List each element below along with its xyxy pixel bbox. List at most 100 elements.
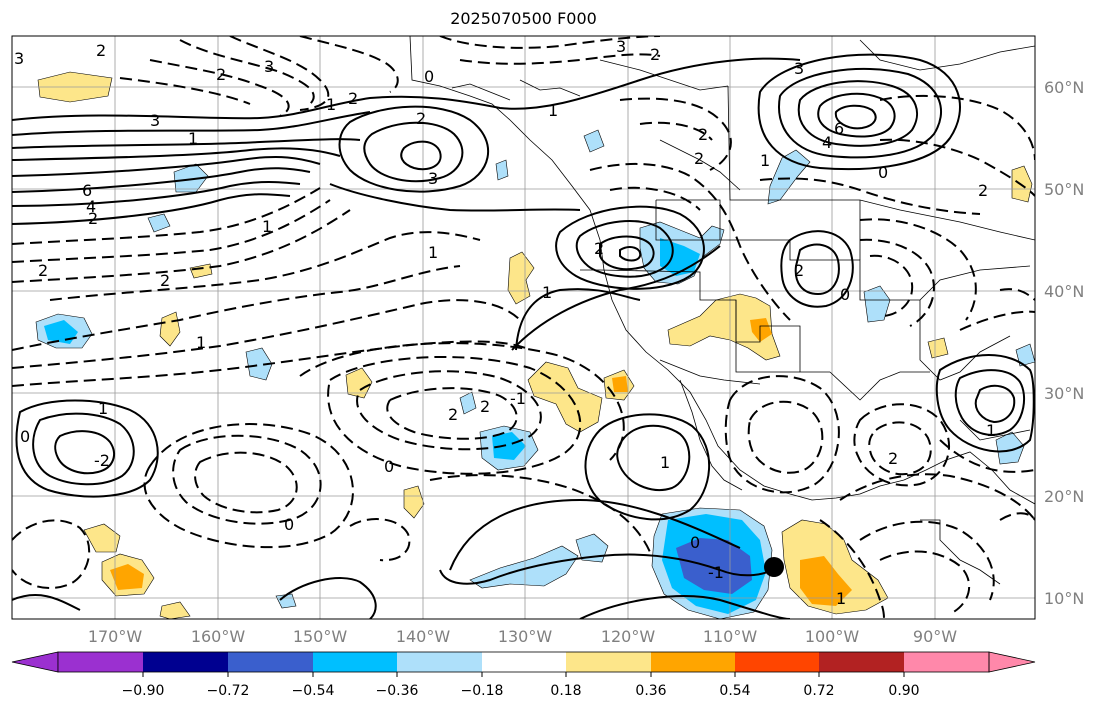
colorbar-bin <box>482 652 566 672</box>
colorbar-bin <box>651 652 735 672</box>
colorbar-bin <box>904 652 989 672</box>
colorbar-tick-label: 0.36 <box>635 683 667 699</box>
longitude-label: 170°W <box>87 627 143 646</box>
contour-label: 1 <box>262 217 272 236</box>
colorbar-frame <box>57 651 990 673</box>
contour-label: -1 <box>510 389 526 408</box>
colorbar-extend-low <box>11 651 59 673</box>
latitude-label: 40°N <box>1044 282 1085 301</box>
contour-label: 3 <box>794 59 804 78</box>
latitude-label: 50°N <box>1044 180 1085 199</box>
storm-center-marker <box>764 557 784 577</box>
contour-label: 1 <box>542 283 552 302</box>
contour-label: 1 <box>326 95 336 114</box>
latitude-label: 20°N <box>1044 487 1085 506</box>
colorbar-tick-label: −0.90 <box>121 683 165 699</box>
positive-shading-strong <box>110 318 852 606</box>
contour-label: 1 <box>760 151 770 170</box>
colorbar-bin <box>819 652 904 672</box>
contour-label: 1 <box>986 421 996 440</box>
contour-label: 2 <box>794 261 804 280</box>
contours-negative <box>12 36 1035 619</box>
colorbar-bin <box>228 652 313 672</box>
shading-layer <box>35 71 1035 619</box>
latitude-label: 30°N <box>1044 384 1085 403</box>
contour-label: 2 <box>160 271 170 290</box>
contour-label: 0 <box>424 67 434 86</box>
contour-label: 0 <box>20 427 30 446</box>
longitude-label: 110°W <box>702 627 758 646</box>
contour-label: 2 <box>348 89 358 108</box>
contour-label: 3 <box>150 111 160 130</box>
colorbar-bin <box>313 652 397 672</box>
colorbar-bin <box>143 652 228 672</box>
contour-label: -2 <box>94 451 110 470</box>
contour-label: 2 <box>978 181 988 200</box>
contour-label: 2 <box>216 65 226 84</box>
contour-label: 2 <box>38 261 48 280</box>
contour-label: 3 <box>14 49 24 68</box>
contour-label: 6 <box>82 181 92 200</box>
colorbar-tick-label: −0.54 <box>291 683 335 699</box>
contour-label: 1 <box>660 453 670 472</box>
latitude-label: 60°N <box>1044 78 1085 97</box>
contour-label: 1 <box>836 589 846 608</box>
colorbar-tick-label: 0.90 <box>888 683 920 699</box>
colorbar-tick-label: 0.54 <box>719 683 751 699</box>
longitude-label: 150°W <box>292 627 348 646</box>
contour-label: 2 <box>416 109 426 128</box>
contour-label: 1 <box>548 101 558 120</box>
contour-label: 2 <box>448 405 458 424</box>
contour-label: 1 <box>188 129 198 148</box>
plot-frame <box>11 35 1036 620</box>
colorbar-tick-label: −0.36 <box>375 683 419 699</box>
contour-label: 0 <box>878 163 888 182</box>
coastlines <box>409 36 1035 585</box>
contour-label: -1 <box>708 563 724 582</box>
colorbar-tick-label: 0.18 <box>550 683 582 699</box>
longitude-label: 90°W <box>912 627 958 646</box>
colorbar-bin <box>58 652 143 672</box>
colorbar-tick-label: 0.72 <box>803 683 835 699</box>
contour-label: 2 <box>694 149 704 168</box>
colorbar-tick-label: −0.18 <box>460 683 504 699</box>
contour-label: 0 <box>840 285 850 304</box>
colorbar-tick-label: −0.72 <box>206 683 250 699</box>
contour-label: 4 <box>822 133 832 152</box>
contour-label: 1 <box>98 399 108 418</box>
contour-label: 3 <box>616 37 626 56</box>
contour-label: 1 <box>196 333 206 352</box>
negative-shading-strong <box>676 538 752 594</box>
contour-label: 0 <box>284 515 294 534</box>
contour-labels: 3 2 3 2 1 3 2 3 6 4 2 1 2 3 2 1 2 3 2 0 … <box>14 37 996 608</box>
contour-label: 4 <box>86 197 96 216</box>
contour-label: 2 <box>96 41 106 60</box>
contour-label: 0 <box>384 457 394 476</box>
contour-label: 2 <box>650 45 660 64</box>
longitude-label: 130°W <box>497 627 553 646</box>
contour-label: 2 <box>88 209 98 228</box>
colorbar <box>11 651 1036 677</box>
colorbar-extend-high <box>988 651 1036 673</box>
longitude-label: 100°W <box>804 627 860 646</box>
contour-label: 3 <box>428 169 438 188</box>
colorbar-ticks <box>142 672 905 677</box>
longitude-label: 120°W <box>600 627 656 646</box>
longitude-label: 140°W <box>395 627 451 646</box>
contour-label: 0 <box>690 533 700 552</box>
contour-label: 2 <box>698 125 708 144</box>
contour-label: 3 <box>264 57 274 76</box>
contour-label: 1 <box>428 243 438 262</box>
latitude-label: 10°N <box>1044 589 1085 608</box>
contours-positive <box>12 53 1035 619</box>
contour-label: 2 <box>888 449 898 468</box>
contour-label: 6 <box>834 119 844 138</box>
contour-label: 2 <box>480 397 490 416</box>
longitude-label: 160°W <box>190 627 246 646</box>
colorbar-bin <box>735 652 819 672</box>
colorbar-bin <box>397 652 482 672</box>
map-title: 2025070500 F000 <box>450 9 597 28</box>
contour-label: 2 <box>594 239 604 258</box>
colorbar-bin <box>566 652 651 672</box>
